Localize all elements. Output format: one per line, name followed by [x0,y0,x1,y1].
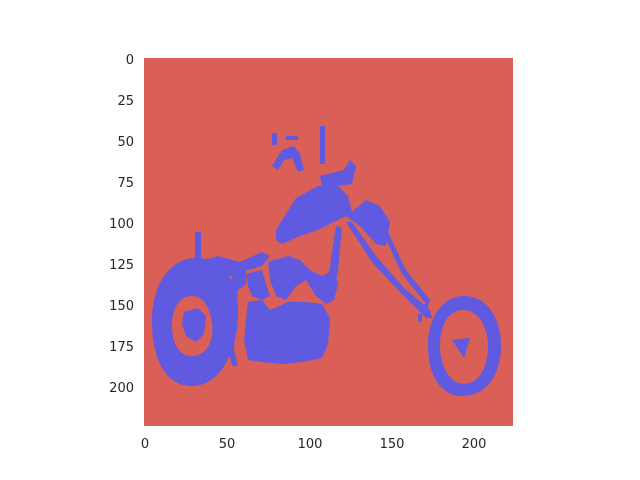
seat [198,252,270,276]
mirror-left [272,133,277,145]
y-tick-label: 175 [109,340,134,355]
y-tick-label: 150 [109,299,134,314]
y-tick-label: 125 [109,258,134,273]
front-wheel [428,296,502,396]
rear-wheel [152,257,239,386]
mask-image [144,58,513,426]
downtube [326,226,342,300]
engine [244,300,330,364]
engine-upper [246,270,270,300]
y-tick-label: 100 [109,217,134,232]
x-tick-label: 50 [219,437,236,452]
x-tick-label: 0 [141,437,149,452]
rear-strut [195,232,201,260]
motorcycle-mask [152,126,502,396]
y-tick-label: 200 [109,381,134,396]
frame-mid [268,256,338,304]
speckle-1 [418,314,422,322]
x-tick-label: 100 [298,437,323,452]
x-tick-label: 150 [380,437,405,452]
handlebar [272,146,304,172]
tank-neck [320,160,356,186]
mirror-right [320,126,325,164]
x-axis: 0 50 100 150 200 [141,437,487,452]
y-tick-label: 75 [117,176,134,191]
front-fork-2 [380,226,430,306]
y-tick-label: 50 [117,135,134,150]
front-hub [452,338,470,358]
mirror-stem [286,136,298,140]
y-axis: 0 25 50 75 100 125 150 175 200 [109,53,134,396]
fuel-tank [276,184,390,246]
rear-hub [182,308,206,342]
x-tick-label: 200 [462,437,487,452]
y-tick-label: 0 [126,53,134,68]
y-tick-label: 25 [117,94,134,109]
speckle-2 [424,304,428,310]
lower-frame [228,270,246,366]
front-fork [346,222,432,318]
